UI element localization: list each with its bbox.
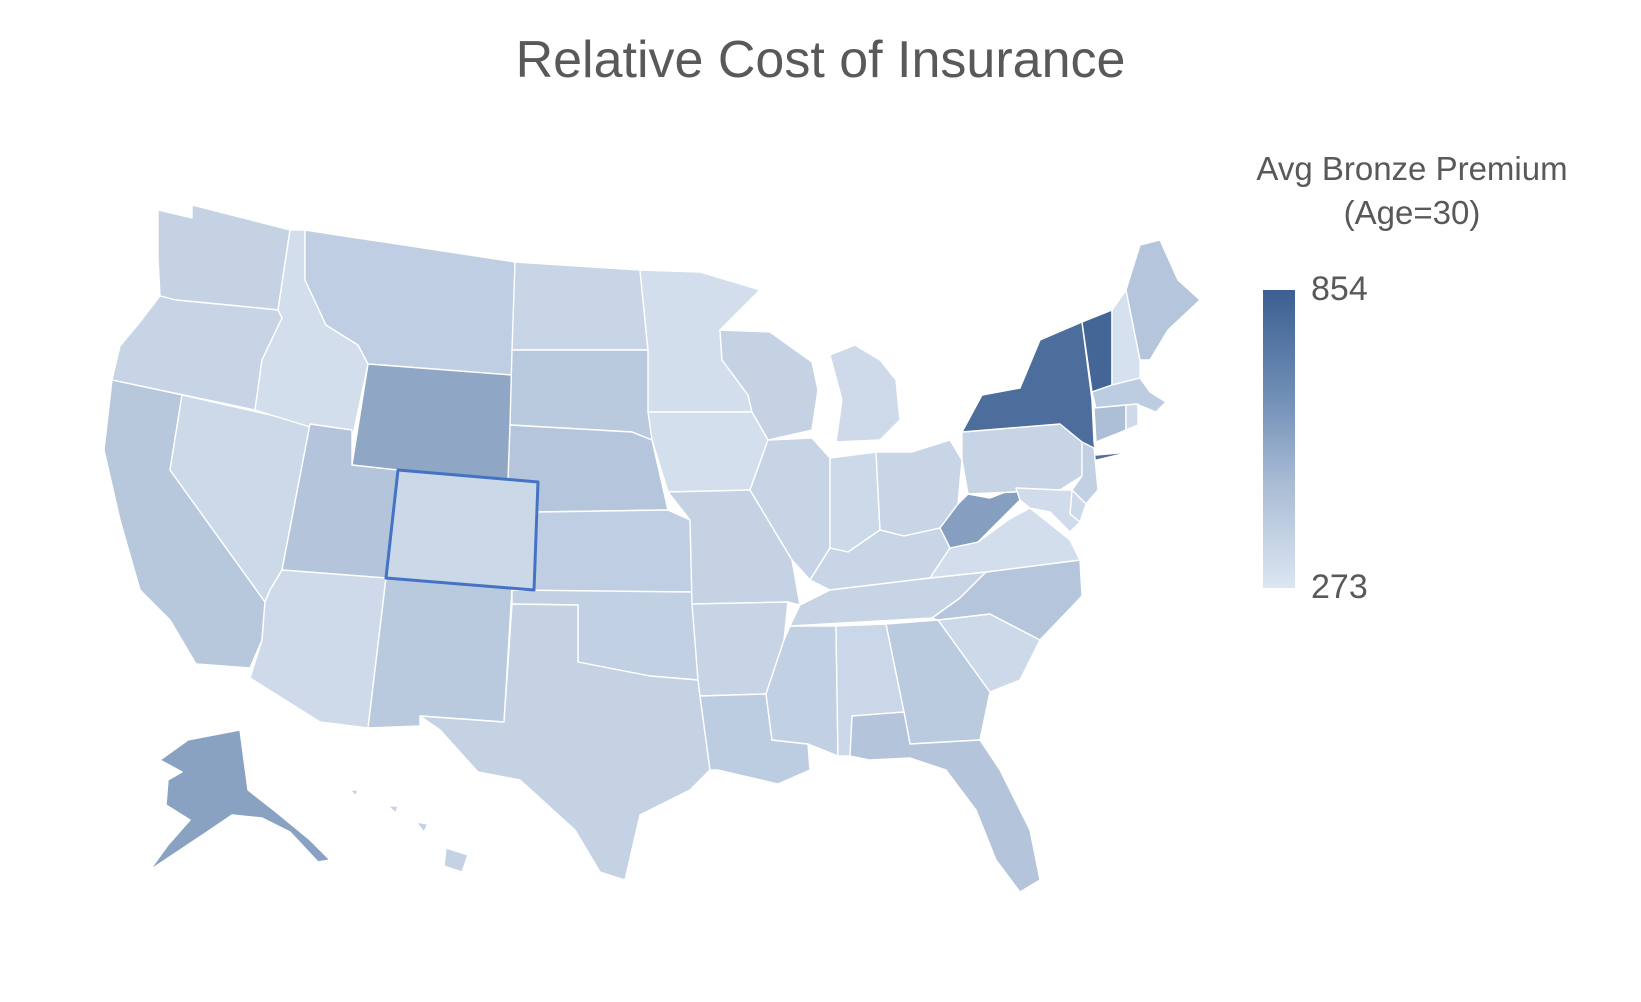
state-MI[interactable] <box>829 344 901 443</box>
state-AZ[interactable] <box>249 569 387 729</box>
state-HI[interactable] <box>349 789 469 873</box>
state-NH[interactable] <box>1111 289 1141 386</box>
state-RI[interactable] <box>1125 403 1139 431</box>
state-ND[interactable] <box>511 261 649 351</box>
legend-title: Avg Bronze Premium (Age=30) <box>1222 147 1602 235</box>
state-WA[interactable] <box>157 204 291 311</box>
state-MD[interactable] <box>1015 487 1081 533</box>
legend-max-label: 854 <box>1311 270 1368 308</box>
state-WI[interactable] <box>719 329 819 441</box>
state-NC[interactable] <box>931 559 1083 641</box>
state-KS[interactable] <box>533 509 693 593</box>
state-FL[interactable] <box>849 711 1041 893</box>
map-title: Relative Cost of Insurance <box>515 31 1126 89</box>
state-IA[interactable] <box>647 411 769 493</box>
state-AK[interactable] <box>149 729 331 871</box>
state-NM[interactable] <box>367 577 513 729</box>
legend-title-line1: Avg Bronze Premium <box>1256 150 1568 187</box>
state-CO[interactable] <box>385 469 539 591</box>
selected-state-outline <box>384 468 540 592</box>
state-PA[interactable] <box>961 423 1083 495</box>
state-CT[interactable] <box>1093 404 1127 443</box>
legend-color-scale <box>1263 290 1295 588</box>
legend-title-line2: (Age=30) <box>1343 194 1481 231</box>
state-TX[interactable] <box>419 603 711 881</box>
legend-min-label: 273 <box>1311 568 1368 606</box>
state-ME[interactable] <box>1125 239 1201 361</box>
